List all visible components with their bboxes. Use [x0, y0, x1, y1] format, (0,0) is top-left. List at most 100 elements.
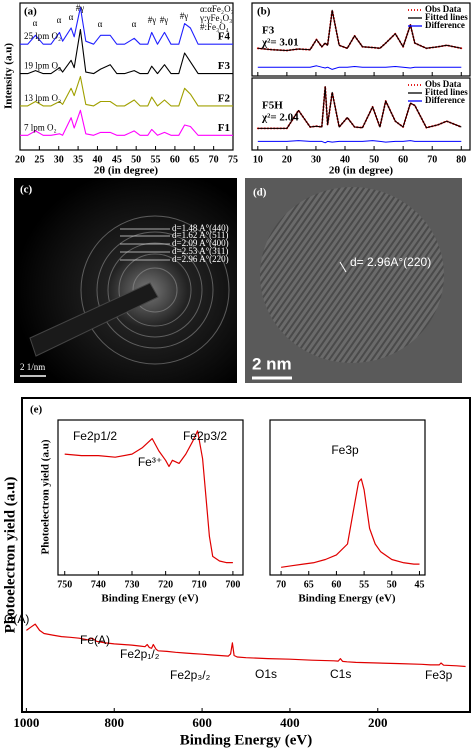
image-background [14, 178, 237, 383]
x-tick-label: 1000 [13, 715, 39, 730]
legend-label: Obs Data [425, 79, 462, 89]
annotation: Fe2p₃/₂ [170, 668, 211, 682]
series-name: F3 [218, 60, 231, 72]
series-label: 13 lpm O₂ [24, 93, 61, 103]
y-axis-label: Intensity (a.u) [3, 43, 15, 109]
rings [80, 215, 230, 365]
x-tick-label: 55 [359, 579, 369, 590]
panel-label: (e) [30, 404, 43, 416]
annotation: α [33, 18, 38, 28]
plot-frame [251, 2, 471, 77]
x-tick-label: 800 [104, 715, 124, 730]
annotation: C1s [330, 667, 351, 681]
x-tick-label: 740 [91, 579, 106, 590]
x-tick-label: 710 [192, 579, 207, 590]
pointer [339, 261, 347, 273]
x-tick-label: 50 [387, 579, 397, 590]
legend-label: Difference [425, 20, 465, 30]
x-axis-label: 2θ (in degree) [329, 165, 394, 177]
beam-stopper [29, 282, 159, 357]
annotation: #γ [76, 3, 85, 13]
x-tick-label: 30 [311, 154, 321, 165]
ring [132, 267, 178, 313]
series-label: 7 lpm O₂ [24, 122, 57, 132]
annotation: Fe3p [425, 668, 453, 682]
legend-label: α:αFe₂O₃ [200, 4, 234, 14]
plot-frame [251, 77, 471, 151]
scale-bar-label: 2 1/nm [20, 362, 45, 372]
x-tick-label: 70 [276, 579, 286, 590]
x-tick-label: 50 [131, 154, 141, 165]
series-line [20, 109, 233, 136]
annotation: Fe3p [331, 443, 359, 457]
fit-statistic: χ²= 2.04 [261, 112, 299, 124]
annotation: #γ [160, 15, 169, 25]
series-name: F2 [218, 92, 231, 104]
x-tick-label: 20 [282, 154, 292, 165]
x-tick-label: 60 [170, 154, 180, 165]
x-tick-label: 80 [456, 154, 466, 165]
plot-frame [21, 397, 471, 713]
d-spacing: d=2.96 A°(220) [172, 254, 229, 264]
x-tick-label: 730 [125, 579, 140, 590]
x-axis-label: Binding Energy (eV) [101, 593, 199, 605]
subplot-label: F5H [262, 100, 283, 112]
legend-label: Difference [425, 95, 465, 105]
x-tick-label: 70 [427, 154, 437, 165]
legend-label: #:Fe₃O₄ [200, 22, 229, 32]
x-tick-label: 20 [15, 154, 25, 165]
annotation: Fe2p₁/₂ [120, 647, 160, 661]
x-tick-label: 60 [398, 154, 408, 165]
series-name: F4 [218, 31, 231, 43]
annotation: α [57, 15, 62, 25]
x-tick-label: 600 [192, 715, 212, 730]
annotation: α [98, 19, 103, 29]
series-line [26, 623, 466, 668]
annotation: α [132, 19, 137, 29]
x-tick-label: 25 [34, 154, 44, 165]
series-label: 25 lpm O₂ [24, 31, 61, 41]
x-tick-label: 400 [280, 715, 300, 730]
ring [118, 253, 192, 327]
plot-frame [19, 2, 234, 151]
series-line [257, 86, 462, 129]
d-spacing: d=2.09 A°(400) [172, 238, 229, 248]
series-name: F1 [218, 122, 230, 134]
subplot-label: F3 [262, 25, 275, 37]
x-tick-label: 750 [57, 579, 72, 590]
plot-frame [269, 419, 426, 576]
hrtem-image: (d) d= 2.96A°(220) 2 nm [245, 178, 462, 383]
d-spacing: d=1.62 A°(511) [172, 230, 228, 240]
annotation: #γ [148, 15, 157, 25]
annotation: #γ [180, 11, 189, 21]
panel-label: (c) [20, 184, 33, 196]
ring [107, 242, 203, 338]
x-tick-label: 200 [368, 715, 388, 730]
x-axis-label: Binding Energy (eV) [298, 593, 396, 605]
x-tick-label: 50 [369, 154, 379, 165]
ring [96, 231, 214, 349]
x-tick-label: 65 [189, 154, 199, 165]
d-spacing: d= 2.96A°(220) [350, 255, 431, 269]
series-line [64, 430, 233, 564]
x-tick-label: 40 [340, 154, 350, 165]
x-tick-label: 70 [209, 154, 219, 165]
diffraction-image: (c) d=1.48 A°(440) d=1.62 A°(511) d=2.09… [14, 178, 237, 383]
panel-label: (d) [253, 187, 267, 199]
x-axis-label: 2θ (in degree) [94, 165, 159, 177]
series-line [257, 140, 462, 144]
annotation: α [69, 12, 74, 22]
fit-statistic: χ²= 3.01 [261, 37, 299, 49]
ring [80, 215, 230, 365]
d-lines [120, 228, 170, 261]
legend-label: Fitted lines [425, 87, 468, 97]
x-tick-label: 75 [228, 154, 238, 165]
annotation: O1s [255, 667, 277, 681]
series-label: 19 lpm O₂ [24, 61, 61, 71]
particle [260, 187, 444, 363]
x-tick-label: 10 [253, 154, 263, 165]
panel-label: (a) [24, 6, 37, 18]
y-axis-label: Photoelectron yield (a.u) [2, 477, 18, 634]
x-tick-label: 40 [92, 154, 102, 165]
